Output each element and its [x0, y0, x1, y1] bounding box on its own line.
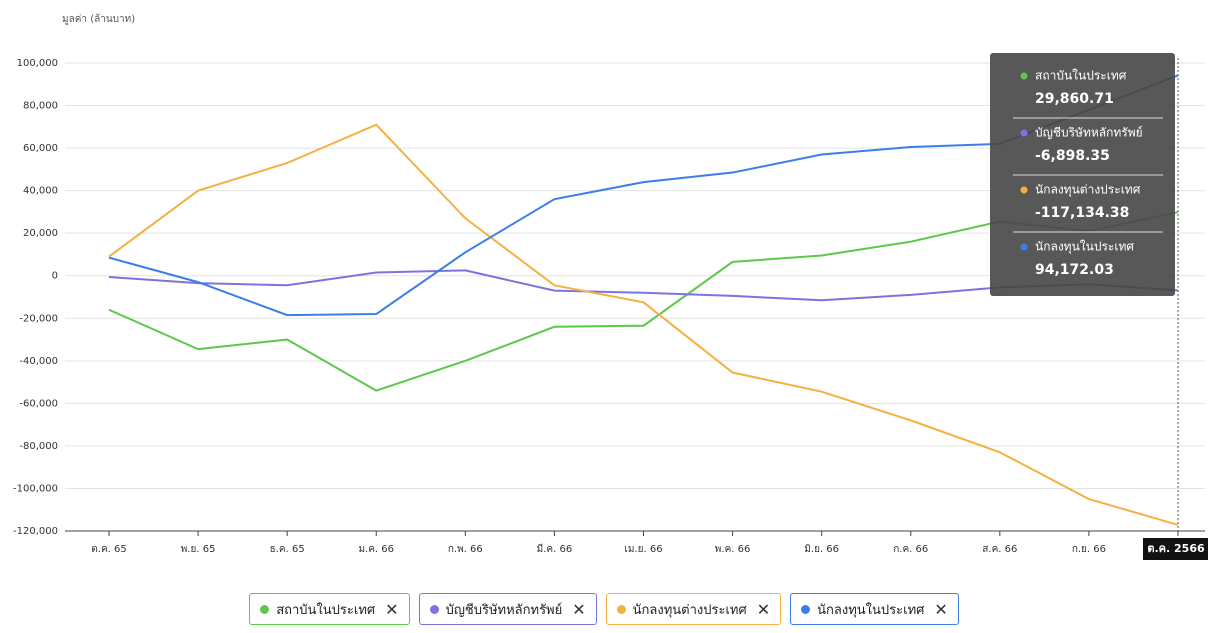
- legend-item[interactable]: นักลงทุนในประเทศ ✕: [790, 593, 959, 625]
- y-tick-label: -120,000: [13, 526, 58, 537]
- legend-label: นักลงทุนในประเทศ: [817, 602, 925, 618]
- y-tick-label: -40,000: [19, 356, 58, 367]
- x-tick-label: พ.ค. 66: [715, 544, 751, 555]
- tooltip-name: บัญชีบริษัทหลักทรัพย์: [1035, 126, 1143, 140]
- tooltip-name: นักลงทุนในประเทศ: [1035, 240, 1134, 255]
- x-tick-label: เม.ย. 66: [624, 544, 662, 555]
- x-label-highlight: [1143, 538, 1208, 560]
- tooltip: สถาบันในประเทศ 29,860.71 บัญชีบริษัทหลักทร…: [990, 53, 1175, 296]
- x-tick-label: ส.ค. 66: [982, 544, 1017, 555]
- tooltip-name: สถาบันในประเทศ: [1035, 69, 1127, 83]
- tooltip-value: 29,860.71: [1035, 91, 1114, 107]
- legend-label: บัญชีบริษัทหลักทรัพย์: [445, 602, 563, 618]
- legend-item[interactable]: สถาบันในประเทศ ✕: [249, 593, 410, 625]
- x-tick-label: ต.ค. 2566: [1147, 542, 1205, 555]
- series-line: [108, 123, 1179, 526]
- x-tick-label: ก.ย. 66: [1072, 544, 1106, 555]
- x-tick-label: มิ.ย. 66: [804, 544, 839, 555]
- x-tick-label: ต.ค. 65: [91, 544, 126, 555]
- legend-dot: [260, 604, 270, 614]
- y-tick-label: 100,000: [17, 58, 58, 69]
- legend-dot: [801, 604, 811, 614]
- x-tick-label: ม.ค. 66: [358, 544, 394, 555]
- y-tick-label: 40,000: [23, 186, 58, 197]
- legend-item[interactable]: นักลงทุนต่างประเทศ ✕: [605, 593, 782, 625]
- y-tick-label: 0: [52, 271, 58, 282]
- x-tick-label: ก.พ. 66: [448, 544, 483, 555]
- tooltip-dot: [1020, 243, 1028, 251]
- legend-dot: [429, 604, 439, 614]
- legend-dot: [616, 604, 626, 614]
- legend-label: สถาบันในประเทศ: [276, 602, 376, 618]
- x-tick-label: ธ.ค. 65: [270, 544, 305, 555]
- legend: สถาบันในประเทศ ✕ บัญชีบริษัทหลักทรัพย์ ✕ นัก…: [0, 593, 1208, 625]
- legend-remove[interactable]: ✕: [756, 599, 771, 619]
- x-tick-label: พ.ย. 65: [181, 544, 216, 555]
- tooltip-value: 94,172.03: [1035, 262, 1114, 278]
- tooltip-dot: [1020, 72, 1028, 80]
- x-tick-label: ก.ค. 66: [893, 544, 928, 555]
- legend-remove[interactable]: ✕: [934, 599, 948, 619]
- y-tick-label: -100,000: [13, 483, 58, 494]
- y-tick-label: -60,000: [19, 398, 58, 409]
- tooltip-value: -117,134.38: [1035, 205, 1129, 221]
- y-axis-title: มูลค่า (ล้านบาท): [62, 13, 135, 25]
- legend-remove[interactable]: ✕: [385, 599, 399, 619]
- legend-remove[interactable]: ✕: [572, 599, 586, 619]
- tooltip-name: นักลงทุนต่างประเทศ: [1035, 183, 1141, 198]
- tooltip-value: -6,898.35: [1035, 148, 1110, 164]
- chart: มูลค่า (ล้านบาท) 100,000 80,000 60,000 40,0…: [13, 13, 1208, 560]
- tooltip-dot: [1020, 129, 1028, 137]
- y-tick-label: -20,000: [19, 313, 58, 324]
- y-tick-label: 80,000: [23, 101, 58, 112]
- tooltip-dot: [1020, 186, 1028, 194]
- x-tick-label: มี.ค. 66: [537, 543, 573, 555]
- y-tick-label: 60,000: [23, 143, 58, 154]
- legend-item[interactable]: บัญชีบริษัทหลักทรัพย์ ✕: [418, 593, 597, 625]
- y-tick-label: -80,000: [19, 441, 58, 452]
- legend-label: นักลงทุนต่างประเทศ: [632, 602, 747, 618]
- y-tick-label: 20,000: [23, 228, 58, 239]
